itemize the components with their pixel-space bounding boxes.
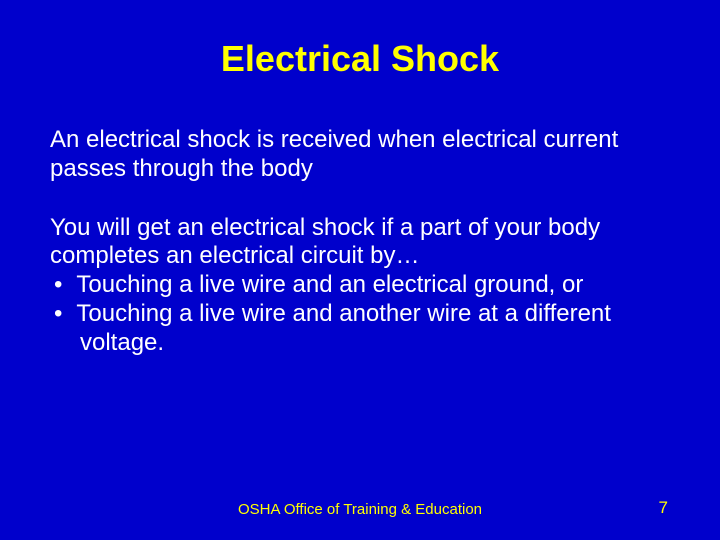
footer-text: OSHA Office of Training & Education	[238, 501, 482, 518]
list-item: Touching a live wire and another wire at…	[50, 300, 670, 358]
paragraph-1: An electrical shock is received when ele…	[50, 126, 670, 184]
page-number: 7	[659, 498, 668, 518]
footer: OSHA Office of Training & Education	[0, 501, 720, 518]
list-item: Touching a live wire and an electrical g…	[50, 271, 670, 300]
paragraph-2: You will get an electrical shock if a pa…	[50, 214, 670, 272]
slide-title: Electrical Shock	[50, 38, 670, 80]
bullet-list: Touching a live wire and an electrical g…	[50, 271, 670, 357]
slide: Electrical Shock An electrical shock is …	[0, 0, 720, 540]
